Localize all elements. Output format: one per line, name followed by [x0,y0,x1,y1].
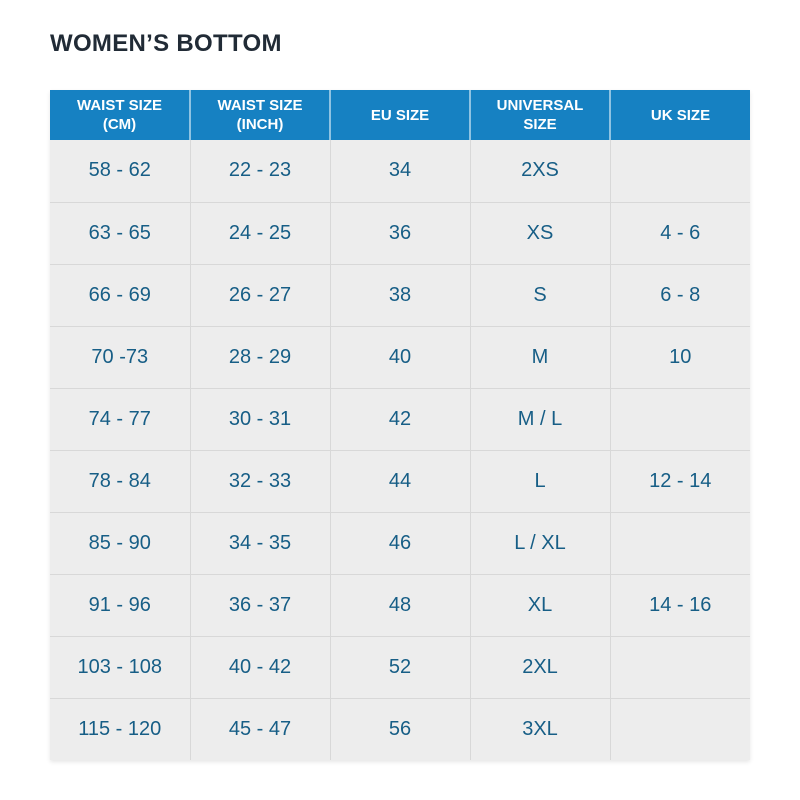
table-cell: 44 [330,450,471,513]
table-cell: 14 - 16 [610,574,750,637]
table-row: 58 - 62 22 - 23 34 2XS [50,140,750,203]
table-cell: 22 - 23 [190,140,331,203]
header-row: WAIST SIZE (CM) WAIST SIZE (INCH) EU SIZE U… [50,90,750,140]
table-cell: 4 - 6 [610,202,750,265]
table-cell: 30 - 31 [190,388,331,451]
table-row: 91 - 96 36 - 37 48 XL 14 - 16 [50,574,750,637]
size-table-header-row: WAIST SIZE (CM) WAIST SIZE (INCH) EU SIZE U… [50,90,750,140]
table-cell: 115 - 120 [50,698,191,760]
table-cell: 34 [330,140,471,203]
table-cell: 36 [330,202,471,265]
column-header: UK SIZE [610,90,750,140]
table-row: 85 - 90 34 - 35 46 L / XL [50,512,750,575]
table-cell: 10 [610,326,750,389]
table-cell: XS [470,202,611,265]
table-cell: 78 - 84 [50,450,191,513]
table-cell [610,388,750,451]
size-table-body: 58 - 62 22 - 23 34 2XS 63 - 65 24 - 25 36 XS 4 -… [50,140,750,760]
column-header: WAIST SIZE (CM) [50,90,191,140]
size-table: WAIST SIZE (CM) WAIST SIZE (INCH) EU SIZE U… [50,90,750,760]
column-header: WAIST SIZE (INCH) [190,90,331,140]
page-title: WOMEN’S BOTTOM [50,30,282,57]
table-cell: 66 - 69 [50,264,191,327]
table-cell: 52 [330,636,471,699]
table-cell: 2XS [470,140,611,203]
table-cell: 36 - 37 [190,574,331,637]
table-cell: 12 - 14 [610,450,750,513]
table-cell: 74 - 77 [50,388,191,451]
table-cell [610,698,750,760]
table-cell: 3XL [470,698,611,760]
table-row: 103 - 108 40 - 42 52 2XL [50,636,750,699]
table-cell: 45 - 47 [190,698,331,760]
table-cell: XL [470,574,611,637]
table-cell: 46 [330,512,471,575]
table-row: 66 - 69 26 - 27 38 S 6 - 8 [50,264,750,327]
table-cell: S [470,264,611,327]
table-cell [610,140,750,203]
table-cell: L / XL [470,512,611,575]
table-cell [610,636,750,699]
table-cell: 42 [330,388,471,451]
table-cell: 58 - 62 [50,140,191,203]
table-cell: 70 -73 [50,326,191,389]
table-cell: 40 - 42 [190,636,331,699]
table-cell: M / L [470,388,611,451]
table-cell: 56 [330,698,471,760]
table-row: 115 - 120 45 - 47 56 3XL [50,698,750,760]
table-cell: 34 - 35 [190,512,331,575]
table-cell: 63 - 65 [50,202,191,265]
table-cell: 24 - 25 [190,202,331,265]
table-cell [610,512,750,575]
table-cell: 91 - 96 [50,574,191,637]
table-cell: 48 [330,574,471,637]
column-header: EU SIZE [330,90,471,140]
table-row: 78 - 84 32 - 33 44 L 12 - 14 [50,450,750,513]
table-cell: 32 - 33 [190,450,331,513]
table-cell: L [470,450,611,513]
table-cell: 2XL [470,636,611,699]
table-row: 70 -73 28 - 29 40 M 10 [50,326,750,389]
table-row: 63 - 65 24 - 25 36 XS 4 - 6 [50,202,750,265]
table-cell: 28 - 29 [190,326,331,389]
table-cell: 26 - 27 [190,264,331,327]
column-header: UNIVERSAL SIZE [470,90,611,140]
table-cell: M [470,326,611,389]
table-cell: 103 - 108 [50,636,191,699]
table-row: 74 - 77 30 - 31 42 M / L [50,388,750,451]
table-cell: 6 - 8 [610,264,750,327]
table-cell: 85 - 90 [50,512,191,575]
table-cell: 38 [330,264,471,327]
table-cell: 40 [330,326,471,389]
